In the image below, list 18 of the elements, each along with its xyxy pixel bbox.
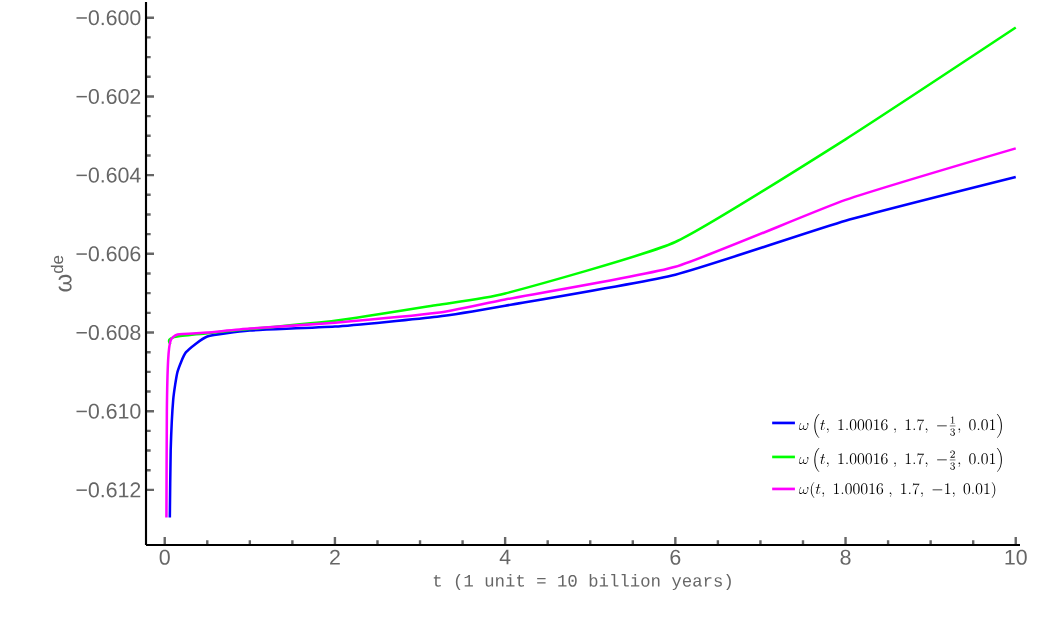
x-tick-label: 6 bbox=[670, 549, 681, 565]
y-tick-label: −0.606 bbox=[76, 246, 141, 262]
legend-label: $\omega\left(t,\ 1.00016\ ,\ 1.7,\ -\frac{1}{3},\ 0.01\right)$ bbox=[799, 413, 1002, 438]
legend-label: $\omega(t,\ 1.00016\ ,\ 1.7,\ -1,\ 0.01)$ bbox=[799, 481, 996, 498]
y-tick-label: −0.608 bbox=[76, 324, 141, 341]
x-tick-label: 2 bbox=[330, 549, 340, 565]
x-axis-title: t (1 unit = 10 billion years) bbox=[433, 573, 731, 591]
y-tick-label: −0.602 bbox=[76, 88, 141, 104]
x-tick-label: 8 bbox=[840, 549, 851, 565]
y-axis-title: ω$^{de}$ bbox=[50, 255, 72, 292]
legend-label: $\omega\left(t,\ 1.00016\ ,\ 1.7,\ -\frac{2}{3},\ 0.01\right)$ bbox=[799, 447, 1002, 472]
x-tick-label: 4 bbox=[499, 549, 511, 565]
x-tick-label: 0 bbox=[159, 549, 170, 565]
y-tick-label: −0.600 bbox=[76, 10, 141, 26]
y-tick-label: −0.612 bbox=[76, 482, 141, 498]
x-tick-label: 10 bbox=[1005, 549, 1027, 565]
y-tick-label: −0.604 bbox=[76, 167, 141, 183]
y-tick-label: −0.610 bbox=[76, 403, 141, 419]
